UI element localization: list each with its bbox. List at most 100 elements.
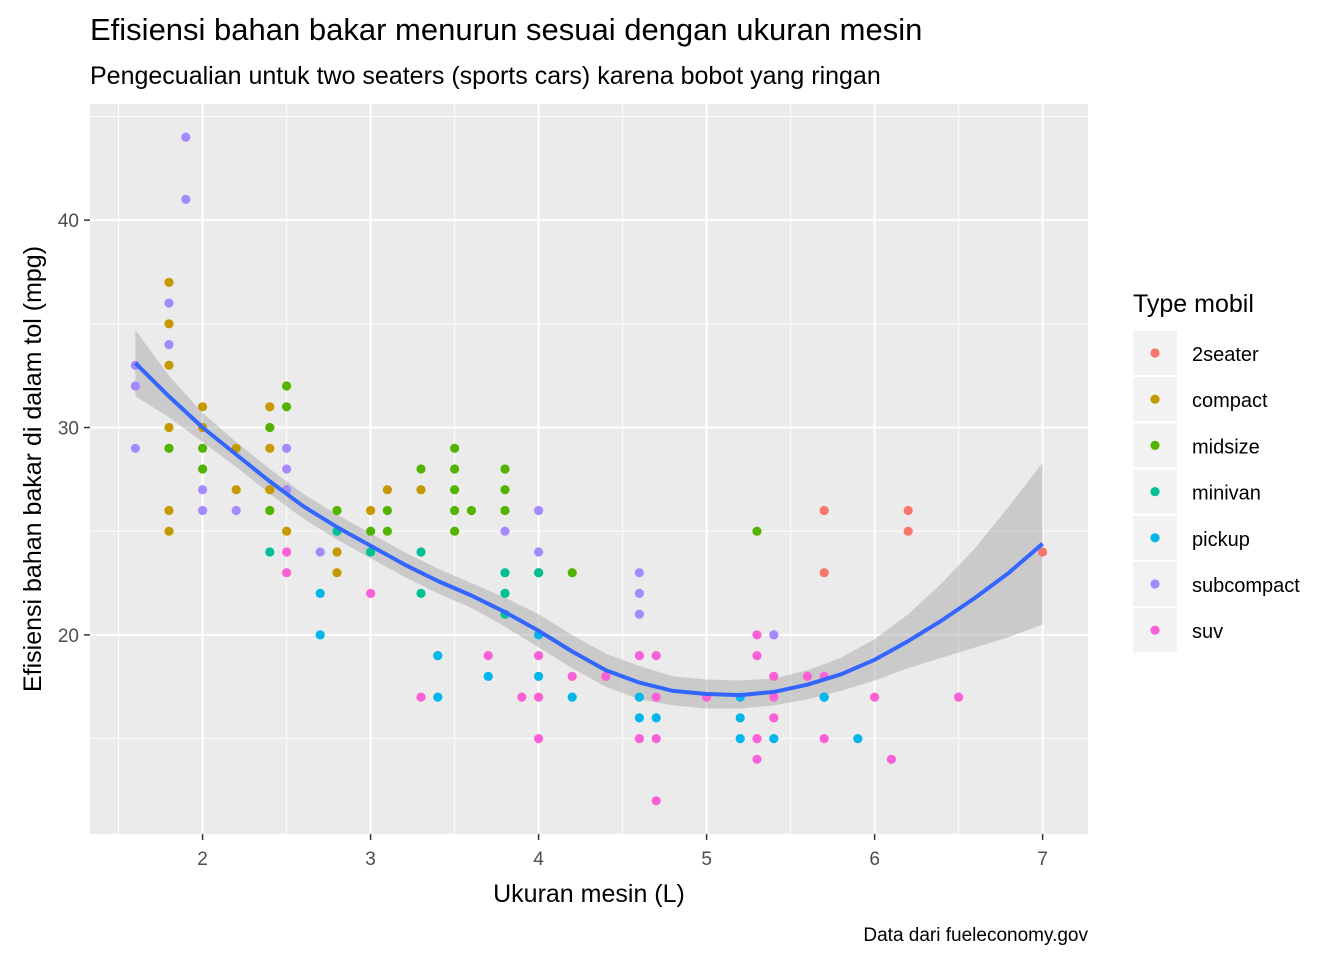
data-point-midsize — [382, 526, 392, 536]
data-point-midsize — [366, 526, 376, 536]
data-point-midsize — [282, 402, 292, 412]
data-point-pickup — [651, 713, 661, 723]
data-point-compact — [332, 568, 342, 578]
data-point-suv — [769, 713, 779, 723]
y-axis-title: Efisiensi bahan bakar di dalam tol (mpg) — [19, 246, 47, 692]
points-layer — [130, 132, 1048, 806]
data-point-suv — [282, 568, 292, 578]
data-point-suv — [651, 796, 661, 806]
data-point-pickup — [769, 734, 779, 744]
data-point-suv — [651, 734, 661, 744]
data-point-midsize — [567, 568, 577, 578]
x-tick-label: 6 — [869, 849, 880, 870]
data-point-subcompact — [634, 568, 645, 578]
data-point-2seater — [819, 568, 829, 578]
data-point-midsize — [500, 505, 510, 516]
data-point-suv — [870, 692, 880, 702]
data-point-2seater — [819, 505, 829, 516]
data-point-subcompact — [198, 505, 208, 516]
data-point-minivan — [416, 588, 426, 599]
data-point-subcompact — [231, 505, 241, 516]
legend-key-subcompact — [1150, 579, 1160, 589]
data-point-midsize — [282, 381, 292, 391]
data-point-pickup — [819, 692, 829, 702]
chart-subtitle: Pengecualian untuk two seaters (sports c… — [90, 62, 881, 90]
x-tick-label: 5 — [701, 849, 712, 870]
data-point-suv — [517, 692, 527, 702]
legend-label-midsize: midsize — [1192, 436, 1260, 458]
data-point-subcompact — [130, 443, 140, 453]
data-point-midsize — [752, 526, 762, 536]
legend-label-subcompact: subcompact — [1192, 575, 1300, 597]
data-point-midsize — [450, 485, 460, 495]
data-point-compact — [382, 485, 392, 495]
legend-key-compact — [1150, 394, 1160, 404]
data-point-2seater — [903, 526, 913, 536]
legend-label-suv: suv — [1192, 621, 1223, 643]
confidence-ribbon — [135, 330, 1043, 709]
data-point-midsize — [466, 505, 476, 516]
legend-key-2seater — [1150, 348, 1160, 358]
data-point-suv — [752, 754, 762, 764]
data-point-suv — [752, 651, 762, 661]
data-point-pickup — [433, 651, 443, 661]
data-point-compact — [231, 485, 241, 495]
data-point-midsize — [450, 526, 460, 536]
data-point-suv — [601, 671, 611, 682]
data-point-compact — [164, 319, 174, 329]
data-point-compact — [164, 277, 174, 287]
data-point-midsize — [382, 505, 392, 516]
data-point-pickup — [483, 671, 493, 682]
legend-key-suv — [1150, 625, 1160, 635]
chart-title: Efisiensi bahan bakar menurun sesuai den… — [90, 12, 922, 47]
legend-label-pickup: pickup — [1192, 529, 1250, 551]
data-point-compact — [332, 547, 342, 557]
data-point-midsize — [450, 443, 460, 453]
legend-label-2seater: 2seater — [1192, 344, 1259, 366]
data-point-pickup — [534, 671, 544, 682]
x-tick-label: 2 — [197, 849, 208, 870]
y-tick-label: 40 — [58, 211, 79, 232]
data-point-midsize — [265, 505, 275, 516]
data-point-pickup — [433, 692, 443, 702]
data-point-minivan — [416, 547, 426, 557]
data-point-compact — [416, 485, 426, 495]
data-point-subcompact — [130, 381, 140, 391]
legend-title: Type mobil — [1133, 290, 1254, 318]
data-point-suv — [534, 692, 544, 702]
data-point-suv — [769, 671, 779, 682]
data-point-minivan — [265, 547, 275, 557]
data-point-2seater — [903, 505, 913, 516]
data-point-subcompact — [181, 132, 191, 142]
data-point-pickup — [634, 692, 645, 702]
data-point-suv — [366, 588, 376, 599]
data-point-midsize — [450, 464, 460, 474]
legend-label-minivan: minivan — [1192, 483, 1261, 505]
data-point-suv — [416, 692, 426, 702]
data-point-suv — [954, 692, 964, 702]
data-point-suv — [651, 651, 661, 661]
x-axis-title: Ukuran mesin (L) — [493, 880, 685, 908]
legend-label-compact: compact — [1192, 390, 1268, 412]
data-point-minivan — [366, 547, 376, 557]
data-point-midsize — [265, 422, 275, 433]
data-point-minivan — [534, 568, 544, 578]
data-point-midsize — [450, 505, 460, 516]
data-point-minivan — [500, 568, 510, 578]
smooth-line-layer — [133, 361, 1044, 698]
data-point-compact — [164, 360, 174, 370]
smooth-line — [133, 361, 1044, 698]
legend-key-pickup — [1150, 533, 1160, 543]
data-point-suv — [769, 692, 779, 702]
data-point-subcompact — [282, 443, 292, 453]
data-point-pickup — [735, 713, 745, 723]
data-point-compact — [265, 485, 275, 495]
data-point-subcompact — [634, 588, 645, 599]
data-point-suv — [886, 754, 897, 764]
data-point-midsize — [500, 464, 510, 474]
data-point-subcompact — [769, 630, 779, 640]
data-point-pickup — [315, 588, 325, 599]
data-point-subcompact — [500, 526, 510, 536]
data-point-2seater — [1038, 547, 1048, 557]
data-point-subcompact — [282, 464, 292, 474]
